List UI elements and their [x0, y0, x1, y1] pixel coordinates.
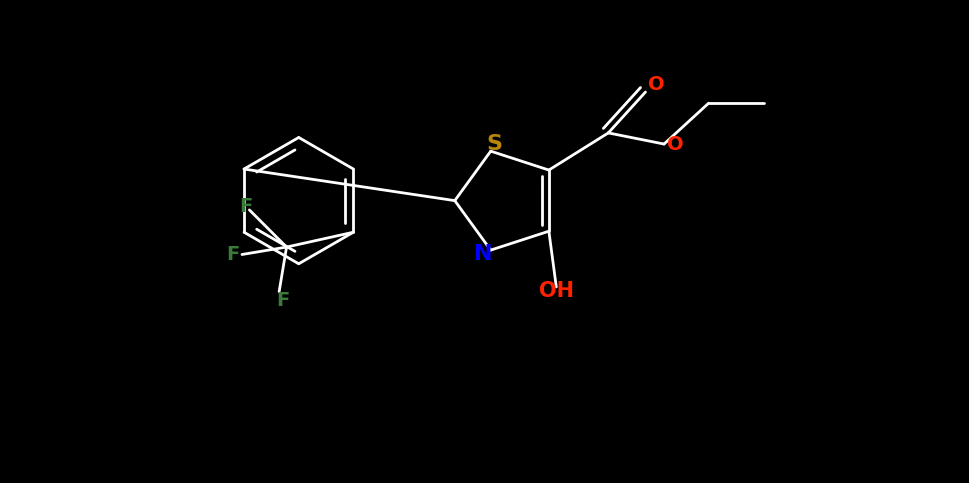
Text: O: O — [648, 75, 665, 94]
Text: S: S — [486, 134, 503, 154]
Text: OH: OH — [539, 281, 574, 300]
Text: F: F — [239, 197, 252, 216]
Text: O: O — [667, 135, 683, 154]
Text: F: F — [227, 245, 239, 264]
Text: N: N — [474, 244, 492, 264]
Text: F: F — [276, 291, 290, 310]
